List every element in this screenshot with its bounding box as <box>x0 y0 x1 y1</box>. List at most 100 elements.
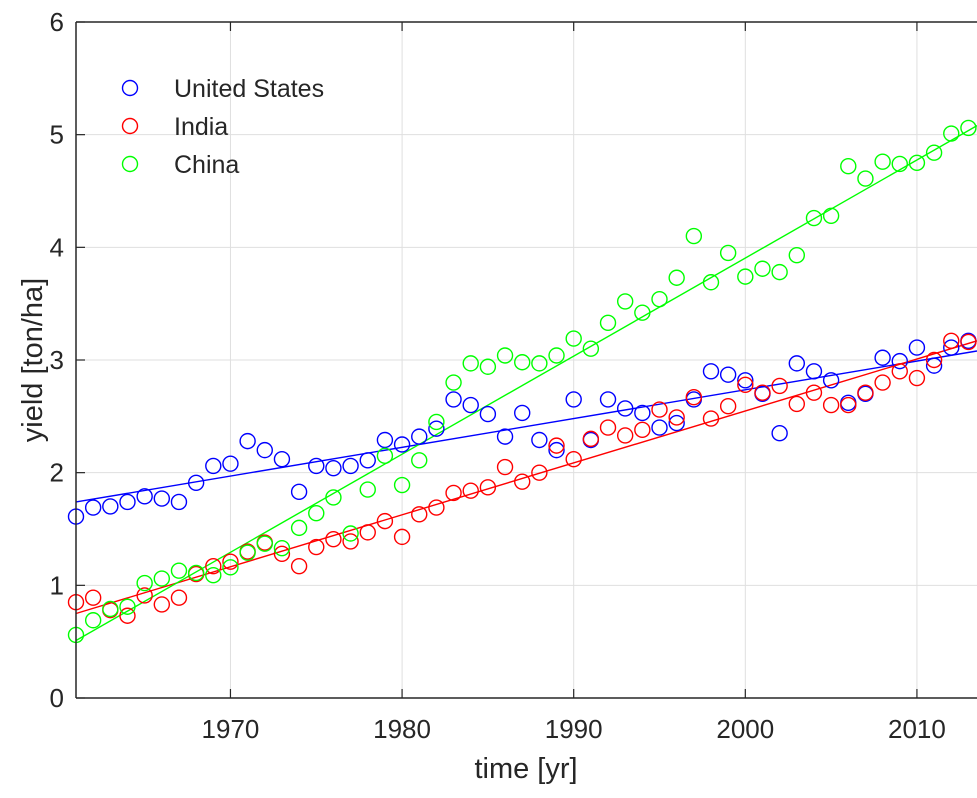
data-point <box>651 290 668 308</box>
data-point <box>479 358 497 375</box>
data-point <box>479 405 497 423</box>
data-point <box>222 559 239 576</box>
data-point <box>514 473 531 490</box>
data-point <box>153 570 171 587</box>
data-point <box>359 481 376 498</box>
data-point <box>668 269 685 286</box>
data-point <box>170 493 188 511</box>
data-point <box>239 544 256 561</box>
data-point <box>565 330 582 347</box>
data-point <box>411 452 428 469</box>
data-point <box>634 304 651 321</box>
data-point <box>599 314 617 332</box>
data-point <box>376 447 394 464</box>
data-point <box>119 607 136 624</box>
data-point <box>668 409 685 426</box>
data-point <box>153 596 171 613</box>
data-point <box>119 493 136 511</box>
data-point <box>342 457 359 475</box>
data-point <box>840 396 857 414</box>
data-point <box>805 209 823 227</box>
data-point <box>565 450 582 468</box>
data-point <box>908 339 926 356</box>
data-point <box>205 457 222 475</box>
data-point <box>376 512 394 530</box>
data-point <box>325 530 342 548</box>
data-point <box>102 498 119 515</box>
data-point <box>857 384 874 401</box>
data-point <box>290 519 308 537</box>
data-point <box>616 400 634 417</box>
data-point <box>891 155 908 173</box>
data-point <box>325 459 342 477</box>
data-point <box>119 598 136 615</box>
y-tick-label: 1 <box>50 570 64 600</box>
y-axis-label: yield [ton/ha] <box>17 278 49 442</box>
data-point <box>651 419 668 436</box>
grid <box>76 21 977 699</box>
data-point <box>290 557 308 575</box>
data-point <box>273 545 291 562</box>
data-point <box>908 369 926 387</box>
data-point <box>187 474 205 492</box>
data-point <box>393 476 411 494</box>
x-tick-label: 1970 <box>202 714 260 744</box>
data-point <box>256 535 273 552</box>
legend-marker <box>121 155 139 173</box>
data-point <box>359 524 376 541</box>
data-point <box>531 464 548 481</box>
data-point <box>805 363 823 380</box>
data-point <box>445 484 462 502</box>
data-point <box>290 483 308 501</box>
data-point <box>702 274 720 291</box>
data-point <box>170 562 188 579</box>
data-point <box>428 413 445 431</box>
data-point <box>719 397 737 415</box>
data-point <box>376 431 394 449</box>
data-point <box>754 260 771 277</box>
data-point <box>960 333 977 351</box>
data-point <box>393 436 411 453</box>
data-point <box>239 432 256 450</box>
data-point <box>514 354 531 371</box>
data-point <box>702 363 720 380</box>
y-tick-label: 0 <box>50 683 64 713</box>
data-point <box>874 374 891 391</box>
data-point <box>582 430 600 448</box>
data-point <box>702 410 720 427</box>
data-point <box>651 401 668 418</box>
y-tick-label: 2 <box>50 458 64 488</box>
data-point <box>925 351 943 369</box>
data-point <box>273 539 291 557</box>
data-point <box>136 587 153 604</box>
data-point <box>822 207 840 224</box>
data-point <box>308 538 325 556</box>
data-point <box>308 505 325 522</box>
data-point <box>788 247 805 264</box>
data-point <box>771 263 788 281</box>
data-point <box>325 489 342 506</box>
data-point <box>136 574 153 592</box>
data-point <box>393 528 411 546</box>
data-point <box>359 452 376 469</box>
legend-label: China <box>174 151 239 179</box>
data-point <box>582 340 600 357</box>
data-point <box>599 391 617 408</box>
data-point <box>771 425 788 442</box>
data-point <box>136 488 153 505</box>
data-point <box>102 600 119 618</box>
data-point <box>84 499 102 516</box>
data-point <box>857 170 874 187</box>
data-point <box>565 391 582 408</box>
data-point <box>84 612 102 629</box>
x-tick-label: 2000 <box>716 714 774 744</box>
data-point <box>616 427 634 444</box>
data-point <box>342 525 359 542</box>
data-point <box>462 355 479 372</box>
y-tick-label: 4 <box>50 232 64 262</box>
data-point <box>891 352 908 370</box>
data-point <box>960 119 977 137</box>
data-point <box>222 455 239 472</box>
legend: United States India China <box>121 75 324 179</box>
